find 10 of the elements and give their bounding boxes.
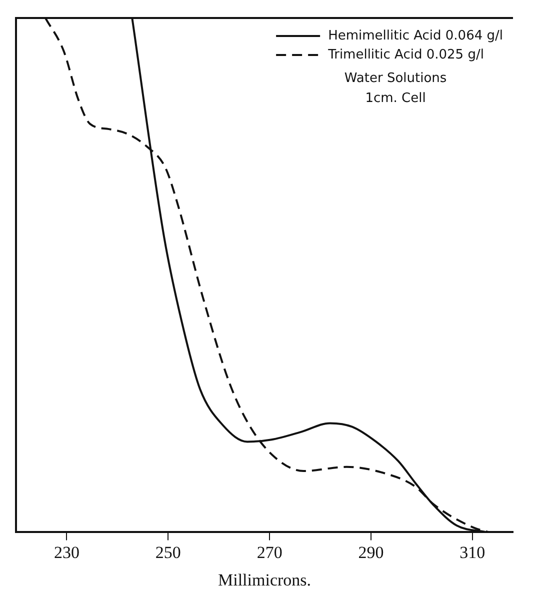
- x-axis-title: Millimicrons.: [218, 570, 312, 590]
- legend-label: Trimellitic Acid 0.025 g/l: [327, 47, 484, 62]
- x-tick-label: 250: [155, 542, 181, 562]
- x-tick-label: 310: [460, 542, 486, 562]
- x-tick-label: 270: [256, 542, 282, 562]
- x-tick-label: 290: [358, 542, 384, 562]
- annotation: 1cm. Cell: [365, 91, 426, 106]
- x-tick-label: 230: [54, 542, 80, 562]
- annotation: Water Solutions: [344, 71, 447, 86]
- legend-label: Hemimellitic Acid 0.064 g/l: [328, 28, 503, 44]
